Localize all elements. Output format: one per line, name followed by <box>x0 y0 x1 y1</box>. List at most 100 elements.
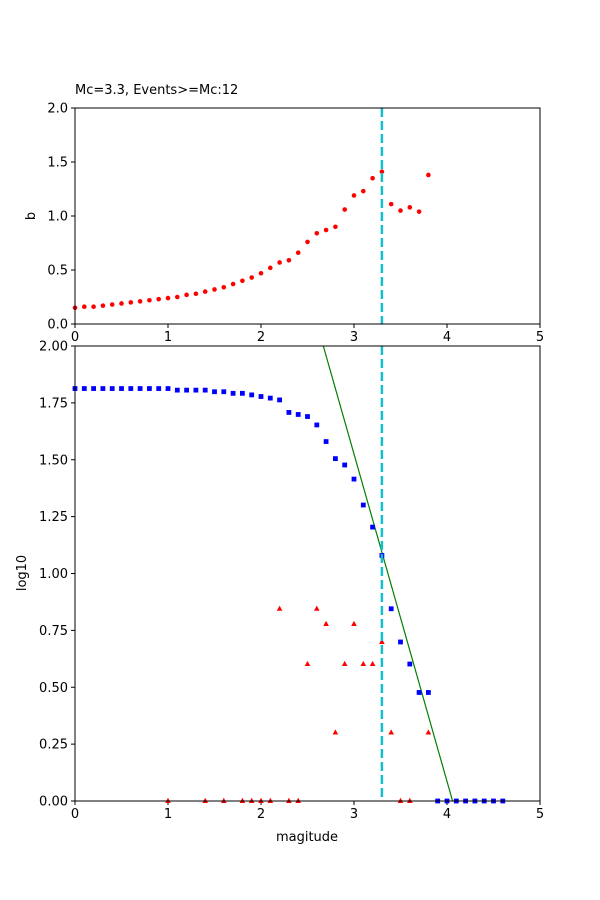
top-y-tick-label: 2.0 <box>47 102 68 117</box>
top-b-value-point <box>202 289 208 294</box>
cumulative-count-point <box>295 412 301 417</box>
top-x-tick-label: 0 <box>71 330 79 345</box>
cumulative-count-point <box>407 661 413 667</box>
noncumulative-count-point <box>388 729 394 735</box>
top-b-value-point <box>249 275 254 280</box>
cumulative-count-point <box>398 639 403 645</box>
top-x-tick-label: 4 <box>443 330 451 345</box>
cumulative-count-point <box>91 386 96 391</box>
top-panel-title: Mc=3.3, Events>=Mc:12 <box>75 83 238 98</box>
cumulative-count-point <box>323 439 329 444</box>
top-b-value-point <box>426 172 431 178</box>
bottom-y-tick-label: 1.00 <box>39 567 68 582</box>
top-y-axis-label: b <box>24 212 39 220</box>
bottom-x-tick-label: 3 <box>350 807 358 822</box>
top-axis-ticks: 0 1 2 3 4 5 0.0 0.5 1.0 1.5 2.0 <box>47 102 544 346</box>
top-b-value-point <box>147 297 152 303</box>
bottom-x-tick-label: 2 <box>257 807 265 822</box>
cumulative-count-point <box>333 456 338 462</box>
b-value-panel: Mc=3.3, Events>=Mc:12 0 1 2 3 4 5 0.0 0.5 1.0 1.5… <box>24 83 544 345</box>
cumulative-count-point <box>314 422 320 428</box>
cumulative-count-point <box>277 397 282 403</box>
top-b-value-point <box>221 284 227 290</box>
top-b-value-point <box>388 201 394 207</box>
top-x-tick-label: 1 <box>164 330 172 345</box>
bottom-axis-ticks: 0 1 2 3 4 5 0.00 0.25 0.50 0.75 1.00 1.25 1.50 1.75 2.… <box>39 340 544 823</box>
top-b-value-point <box>165 295 171 301</box>
top-b-value-point <box>156 296 161 302</box>
top-b-value-point <box>361 188 366 194</box>
noncumulative-count-point <box>341 660 348 667</box>
cumulative-count-point <box>156 386 162 391</box>
bottom-x-axis-label: magitude <box>276 830 338 845</box>
cumulative-count-point <box>249 392 255 398</box>
noncumulative-count-point <box>304 660 311 667</box>
noncumulative-count-point <box>202 797 208 803</box>
top-b-value-point <box>100 303 106 308</box>
bottom-plot-frame <box>74 345 541 802</box>
top-b-value-point <box>212 287 217 292</box>
gr-fit-line <box>322 345 454 802</box>
bottom-x-tick-label: 4 <box>443 807 451 822</box>
bottom-data-marks <box>72 345 506 804</box>
top-b-value-point <box>323 227 329 233</box>
top-b-value-point <box>342 207 348 212</box>
bottom-y-tick-label: 1.75 <box>39 396 68 411</box>
noncumulative-count-point <box>221 797 227 803</box>
noncumulative-count-point <box>295 797 301 803</box>
noncumulative-count-point <box>165 797 171 803</box>
cumulative-count-point <box>109 386 115 391</box>
cumulative-count-point <box>137 386 143 391</box>
top-b-value-point <box>184 292 189 298</box>
top-b-value-point <box>286 257 292 263</box>
bottom-y-tick-label: 2.00 <box>39 340 68 355</box>
top-b-value-point <box>175 294 180 300</box>
top-b-value-point <box>305 239 310 245</box>
top-b-value-point <box>277 260 282 265</box>
cumulative-count-point <box>286 410 292 415</box>
cumulative-count-point <box>193 387 199 393</box>
noncumulative-count-point <box>351 620 357 627</box>
top-b-value-point <box>370 175 375 181</box>
cumulative-count-point <box>81 386 87 391</box>
bottom-x-tick-label: 0 <box>71 807 79 822</box>
top-b-value-point <box>193 291 199 297</box>
cumulative-count-point <box>230 390 236 396</box>
bottom-x-tick-label: 1 <box>164 807 172 822</box>
cumulative-count-point <box>100 386 106 391</box>
cumulative-count-point <box>305 414 310 419</box>
cumulative-count-point <box>128 386 134 391</box>
bottom-y-axis-label: log10 <box>15 555 30 591</box>
noncumulative-count-point <box>276 605 283 611</box>
cumulative-count-point <box>174 387 180 393</box>
top-b-value-point <box>333 224 338 230</box>
cumulative-count-point <box>184 387 189 393</box>
top-b-value-point <box>82 304 87 310</box>
top-y-tick-label: 0.5 <box>47 264 68 279</box>
noncumulative-count-point <box>248 797 255 803</box>
cumulative-count-point <box>351 476 357 482</box>
top-b-value-point <box>128 300 134 305</box>
top-b-value-point <box>137 299 143 304</box>
top-y-tick-label: 1.5 <box>47 156 68 171</box>
top-b-value-point <box>407 205 413 210</box>
noncumulative-count-point <box>323 620 329 627</box>
top-b-value-point <box>351 193 357 198</box>
top-b-value-point <box>314 230 320 236</box>
cumulative-count-point <box>212 389 217 395</box>
bottom-y-tick-label: 1.25 <box>39 510 68 525</box>
noncumulative-count-point <box>425 729 432 735</box>
top-b-value-point <box>398 208 403 213</box>
cumulative-count-point <box>221 389 227 395</box>
bottom-y-tick-label: 0.50 <box>39 681 68 696</box>
top-b-value-point <box>258 270 264 276</box>
cumulative-count-point <box>240 390 245 396</box>
bottom-y-tick-label: 0.75 <box>39 624 68 639</box>
top-plot-frame <box>74 107 541 325</box>
top-b-value-point <box>109 302 115 307</box>
noncumulative-count-point <box>369 660 376 667</box>
top-b-value-point <box>119 301 124 306</box>
noncumulative-count-point <box>360 660 367 667</box>
frequency-magnitude-panel: 0 1 2 3 4 5 0.00 0.25 0.50 0.75 1.00 1.25 1.50 1.75 2.… <box>15 340 544 846</box>
